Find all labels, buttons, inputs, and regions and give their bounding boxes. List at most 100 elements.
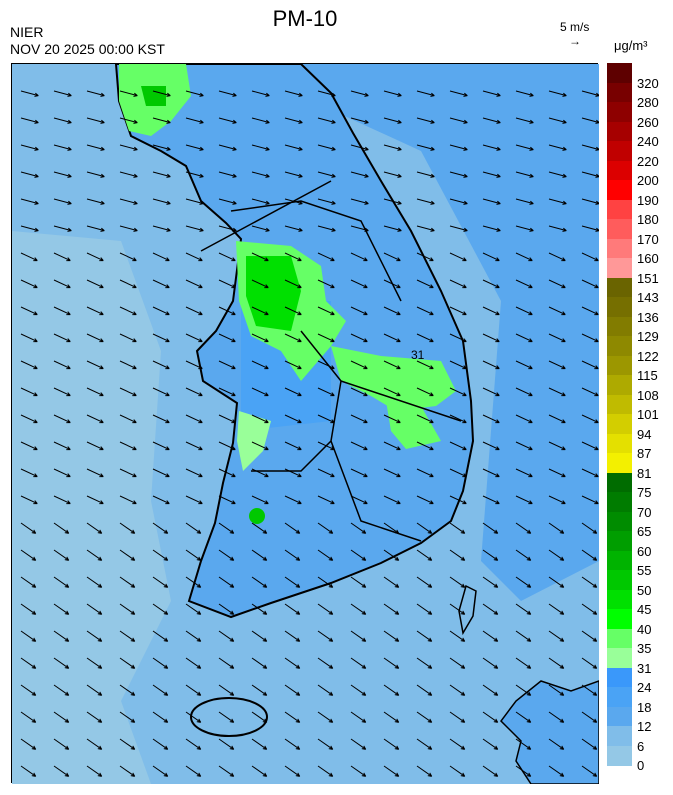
wind-arrow-icon — [383, 630, 400, 642]
wind-arrow-icon — [482, 549, 499, 561]
wind-arrow-icon — [515, 279, 533, 289]
legend-band — [607, 570, 632, 590]
wind-arrow-icon — [515, 576, 532, 588]
wind-arrow-icon — [515, 90, 534, 97]
legend-band — [607, 706, 632, 727]
wind-arrow-icon — [119, 360, 137, 370]
wind-arrow-icon — [20, 144, 39, 151]
wind-arrow-icon — [53, 630, 70, 642]
wind-arrow-icon — [548, 144, 567, 151]
wind-arrow-icon — [383, 90, 402, 97]
wind-arrow-icon — [416, 441, 434, 451]
wind-arrow-icon — [548, 468, 566, 478]
wind-arrow-icon — [218, 657, 235, 669]
wind-arrow-icon — [152, 711, 169, 723]
wind-arrow-icon — [218, 684, 235, 696]
wind-arrow-icon — [284, 387, 302, 397]
legend-label: 31 — [637, 660, 652, 676]
wind-arrow-icon — [581, 603, 598, 615]
wind-arrow-icon — [251, 495, 269, 505]
legend-band — [607, 82, 632, 103]
wind-arrow-icon — [350, 657, 367, 669]
wind-arrow-icon — [416, 90, 435, 97]
wind-arrow-icon — [53, 441, 71, 451]
wind-arrow-icon — [119, 765, 136, 777]
wind-arrow-icon — [251, 414, 269, 424]
wind-arrow-icon — [284, 252, 302, 262]
wind-arrow-icon — [317, 738, 334, 750]
wind-arrow-icon — [482, 711, 499, 723]
wind-arrow-icon — [53, 657, 70, 669]
legend-label: 260 — [637, 114, 659, 130]
legend-band — [607, 745, 632, 766]
wind-arrow-icon — [416, 225, 435, 232]
wind-arrow-icon — [350, 603, 367, 615]
wind-arrow-icon — [152, 252, 170, 262]
wind-arrow-icon — [86, 522, 103, 534]
wind-arrow-icon — [86, 495, 104, 505]
wind-arrow-icon — [515, 306, 533, 316]
wind-arrow-icon — [284, 549, 301, 561]
wind-arrow-icon — [581, 522, 598, 534]
wind-arrow-icon — [515, 495, 533, 505]
wind-arrow-icon — [383, 765, 400, 777]
wind-arrow-icon — [416, 765, 433, 777]
wind-arrow-icon — [482, 468, 500, 478]
legend-label: 81 — [637, 465, 652, 481]
wind-arrow-icon — [284, 765, 301, 777]
wind-arrow-icon — [548, 684, 565, 696]
wind-arrow-icon — [218, 387, 236, 397]
legend-label: 75 — [637, 485, 652, 500]
wind-arrow-icon — [581, 333, 599, 343]
wind-arrow-icon — [317, 603, 334, 615]
wind-arrow-icon — [20, 279, 38, 289]
wind-arrow-icon — [515, 765, 532, 777]
legend-label: 94 — [637, 426, 652, 442]
wind-arrow-icon — [383, 684, 400, 696]
wind-arrow-icon — [86, 198, 105, 205]
legend-band — [607, 102, 632, 122]
wind-arrow-icon — [86, 360, 104, 370]
wind-arrow-icon — [515, 738, 532, 750]
legend-label: 35 — [637, 641, 652, 656]
pm-patch-central — [331, 346, 456, 411]
wind-arrow-icon — [152, 657, 169, 669]
wind-arrow-icon — [317, 441, 335, 451]
wind-arrow-icon — [152, 90, 171, 97]
wind-arrow-icon — [152, 171, 171, 178]
wind-arrow-icon — [482, 522, 499, 534]
pm-patch-daegu — [386, 401, 441, 449]
wind-arrow-icon — [383, 495, 401, 505]
wind-arrow-icon — [119, 333, 137, 343]
wind-arrow-icon — [317, 522, 334, 534]
wind-arrow-icon — [284, 414, 302, 424]
wind-reference-label: 5 m/s — [560, 20, 590, 34]
wind-arrow-icon — [20, 738, 37, 750]
legend-label: 122 — [637, 348, 659, 364]
wind-arrow-icon — [416, 117, 435, 124]
wind-arrow-icon — [515, 684, 532, 696]
province-border — [200, 180, 462, 542]
wind-arrow-icon — [185, 603, 202, 615]
wind-arrow-icon — [20, 549, 37, 561]
wind-arrow-icon — [20, 117, 39, 124]
wind-arrow-icon — [350, 171, 369, 178]
wind-arrow-icon — [482, 414, 500, 424]
wind-arrow-icon — [317, 630, 334, 642]
wind-arrow-icon — [515, 225, 534, 232]
wind-arrow-icon — [251, 603, 268, 615]
legend-label: 40 — [637, 621, 652, 637]
wind-arrow-icon — [119, 684, 136, 696]
wind-arrow-icon — [152, 198, 171, 205]
wind-arrow-icon — [119, 495, 137, 505]
wind-arrow-icon — [515, 333, 533, 343]
wind-arrow-icon — [350, 441, 368, 451]
wind-arrow-icon — [581, 306, 599, 316]
wind-arrow-icon — [284, 117, 303, 124]
wind-arrow-icon — [548, 414, 566, 424]
legend-label: 240 — [637, 134, 659, 149]
wind-arrow-icon — [416, 738, 433, 750]
wind-arrow-icon — [185, 90, 204, 97]
wind-arrow-icon — [185, 306, 203, 316]
wind-arrow-icon — [251, 198, 270, 205]
